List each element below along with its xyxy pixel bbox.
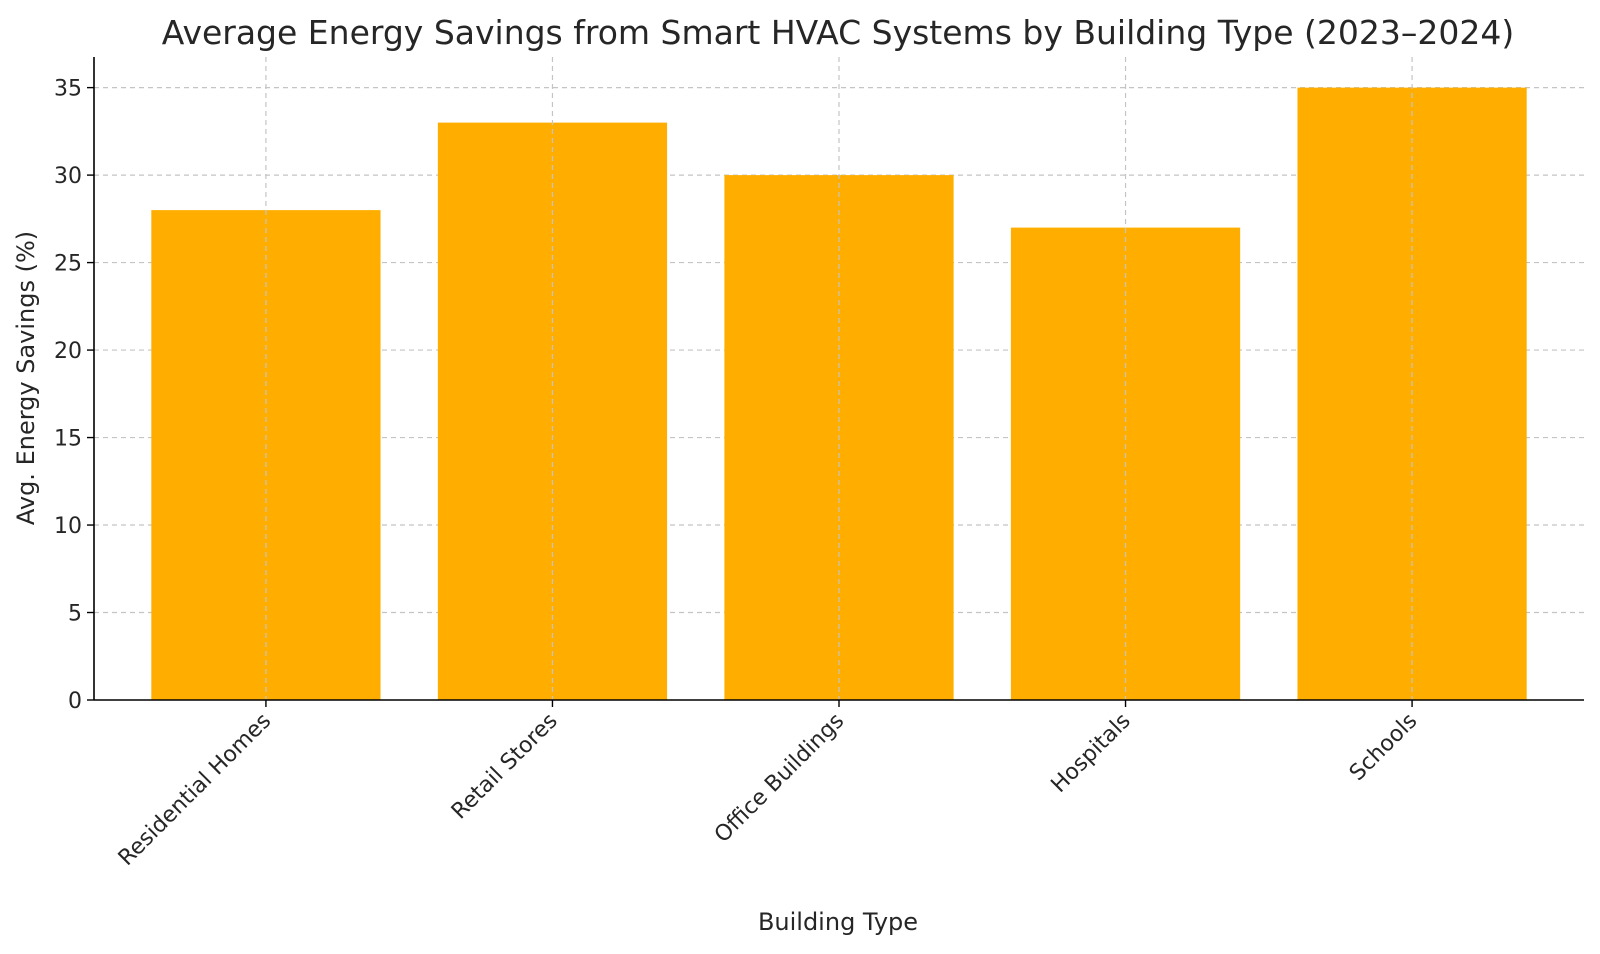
chart-title: Average Energy Savings from Smart HVAC S… (162, 13, 1514, 52)
vertical-grid-lines (265, 57, 1413, 700)
y-tick-label: 35 (54, 77, 82, 102)
x-tick-label: Retail Stores (447, 709, 563, 825)
y-axis-ticks: 0 5 10 15 20 25 30 35 (54, 77, 94, 714)
y-tick-label: 5 (68, 602, 82, 627)
x-tick-label: Residential Homes (114, 709, 276, 871)
y-tick-label: 25 (54, 252, 82, 277)
x-tick-label: Schools (1345, 709, 1422, 786)
y-tick-label: 0 (68, 689, 82, 714)
x-axis-ticks: Residential Homes Retail Stores Office Bui… (114, 700, 1422, 871)
y-tick-label: 15 (54, 427, 82, 452)
x-tick-label: Hospitals (1047, 709, 1136, 798)
y-tick-label: 20 (54, 339, 82, 364)
x-tick-label: Office Buildings (710, 709, 849, 848)
x-axis-label: Building Type (758, 908, 918, 936)
y-axis-label: Avg. Energy Savings (%) (12, 231, 40, 525)
y-tick-label: 10 (54, 514, 82, 539)
y-tick-label: 30 (54, 164, 82, 189)
